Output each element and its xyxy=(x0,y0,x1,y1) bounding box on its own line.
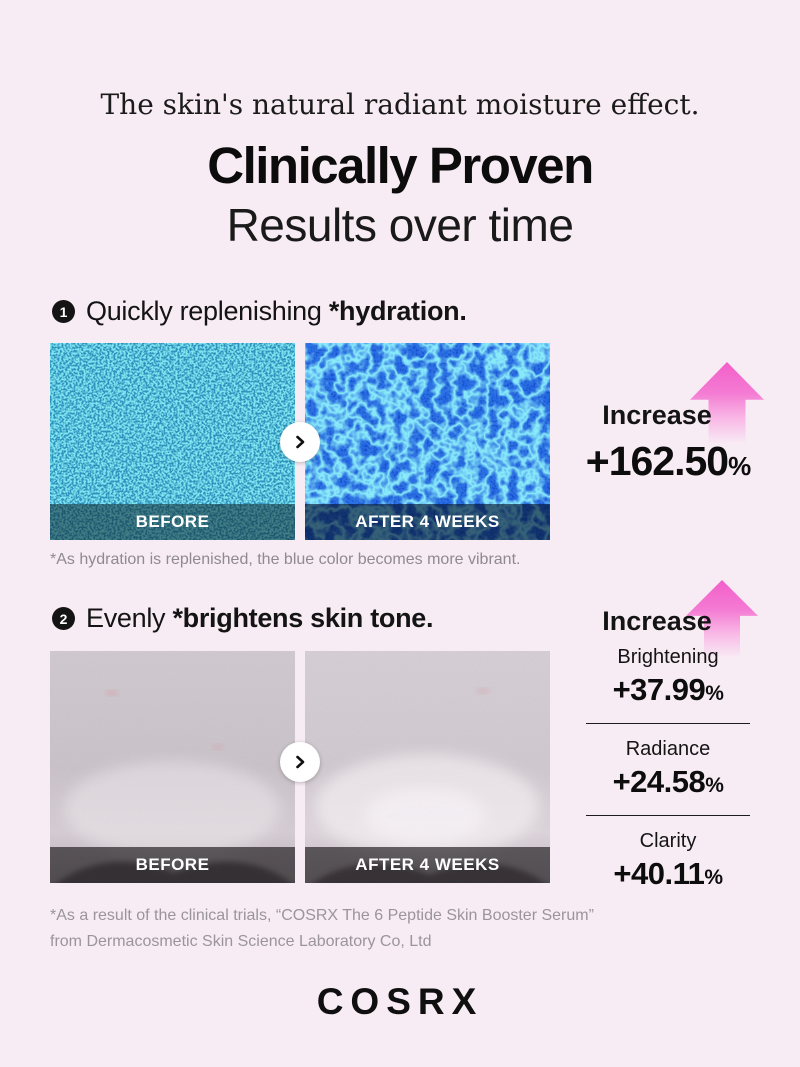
page-subtitle: Results over time xyxy=(226,199,574,251)
stat-value: +37.99% xyxy=(572,672,764,708)
stat-divider xyxy=(586,815,750,816)
section1-compare-slider-button[interactable] xyxy=(280,422,320,462)
disclaimer-line-1: *As a result of the clinical trials, “CO… xyxy=(50,907,594,924)
section2-heading-text: Evenly *brightens skin tone. xyxy=(86,603,433,634)
section1-value-unit: % xyxy=(728,451,751,481)
chevron-right-icon xyxy=(296,435,305,449)
section1-increase-label: Increase xyxy=(602,400,712,430)
skin-after-texture xyxy=(305,651,550,883)
section1-caption: *As hydration is replenished, the blue c… xyxy=(50,551,521,568)
stat-value: +24.58% xyxy=(572,764,764,800)
after-label-bar: AFTER 4 WEEKS xyxy=(305,847,550,883)
stat-brightening: Brightening +37.99% xyxy=(572,646,764,708)
before-label-bar: BEFORE xyxy=(50,847,295,883)
section1-before-after: BEFORE AFTER 4 WEEKS xyxy=(50,343,550,540)
stat-value-number: +37.99 xyxy=(612,672,706,707)
section1-increase-value: +162.50% xyxy=(568,438,768,485)
stat-clarity: Clarity +40.11% xyxy=(572,830,764,892)
chevron-right-icon xyxy=(296,755,305,769)
section2-stat-list: Brightening +37.99% Radiance +24.58% Cla… xyxy=(572,646,764,892)
section1-stat-block: Increase +162.50% xyxy=(572,362,764,488)
section1-before-image: BEFORE xyxy=(50,343,295,540)
stat-value-unit: % xyxy=(705,774,724,797)
disclaimer: *As a result of the clinical trials, “CO… xyxy=(50,903,594,955)
stat-value-unit: % xyxy=(704,866,723,889)
step-2-badge: 2 xyxy=(52,607,75,630)
section1-heading-regular: Quickly replenishing xyxy=(86,296,329,326)
section1-value-number: +162.50 xyxy=(585,438,729,484)
section1-heading: 1 Quickly replenishing *hydration. xyxy=(52,296,467,327)
stat-value-number: +24.58 xyxy=(612,764,706,799)
section2-before-image: BEFORE xyxy=(50,651,295,883)
section2-before-after: BEFORE AFTER 4 WEEKS xyxy=(50,651,550,883)
before-label-bar: BEFORE xyxy=(50,504,295,540)
tagline: The skin's natural radiant moisture effe… xyxy=(100,88,700,121)
section2-after-image: AFTER 4 WEEKS xyxy=(305,651,550,883)
stat-divider xyxy=(586,723,750,724)
stat-value: +40.11% xyxy=(572,856,764,892)
section2-heading-bold: *brightens skin tone. xyxy=(172,603,434,633)
stat-value-number: +40.11 xyxy=(613,856,705,891)
stat-label: Radiance xyxy=(625,738,711,760)
skin-before-texture xyxy=(50,651,295,883)
stat-radiance: Radiance +24.58% xyxy=(572,738,764,800)
stat-label: Brightening xyxy=(617,646,719,668)
section2-heading: 2 Evenly *brightens skin tone. xyxy=(52,603,433,634)
cosrx-logo: COSRX xyxy=(316,981,484,1022)
stat-value-unit: % xyxy=(705,682,724,705)
after-label-bar: AFTER 4 WEEKS xyxy=(305,504,550,540)
step-1-badge: 1 xyxy=(52,300,75,323)
disclaimer-line-2: from Dermacosmetic Skin Science Laborato… xyxy=(50,933,432,950)
stat-label: Clarity xyxy=(639,830,697,852)
section2-increase-label: Increase xyxy=(602,606,712,636)
increase-arrow-icon xyxy=(686,580,758,658)
section1-heading-text: Quickly replenishing *hydration. xyxy=(86,296,467,327)
section1-heading-bold: *hydration. xyxy=(328,296,467,326)
section2-heading-regular: Evenly xyxy=(86,603,173,633)
page-title: Clinically Proven xyxy=(207,137,594,194)
section1-after-image: AFTER 4 WEEKS xyxy=(305,343,550,540)
section2-compare-slider-button[interactable] xyxy=(280,742,320,782)
increase-arrow-icon xyxy=(690,362,764,444)
